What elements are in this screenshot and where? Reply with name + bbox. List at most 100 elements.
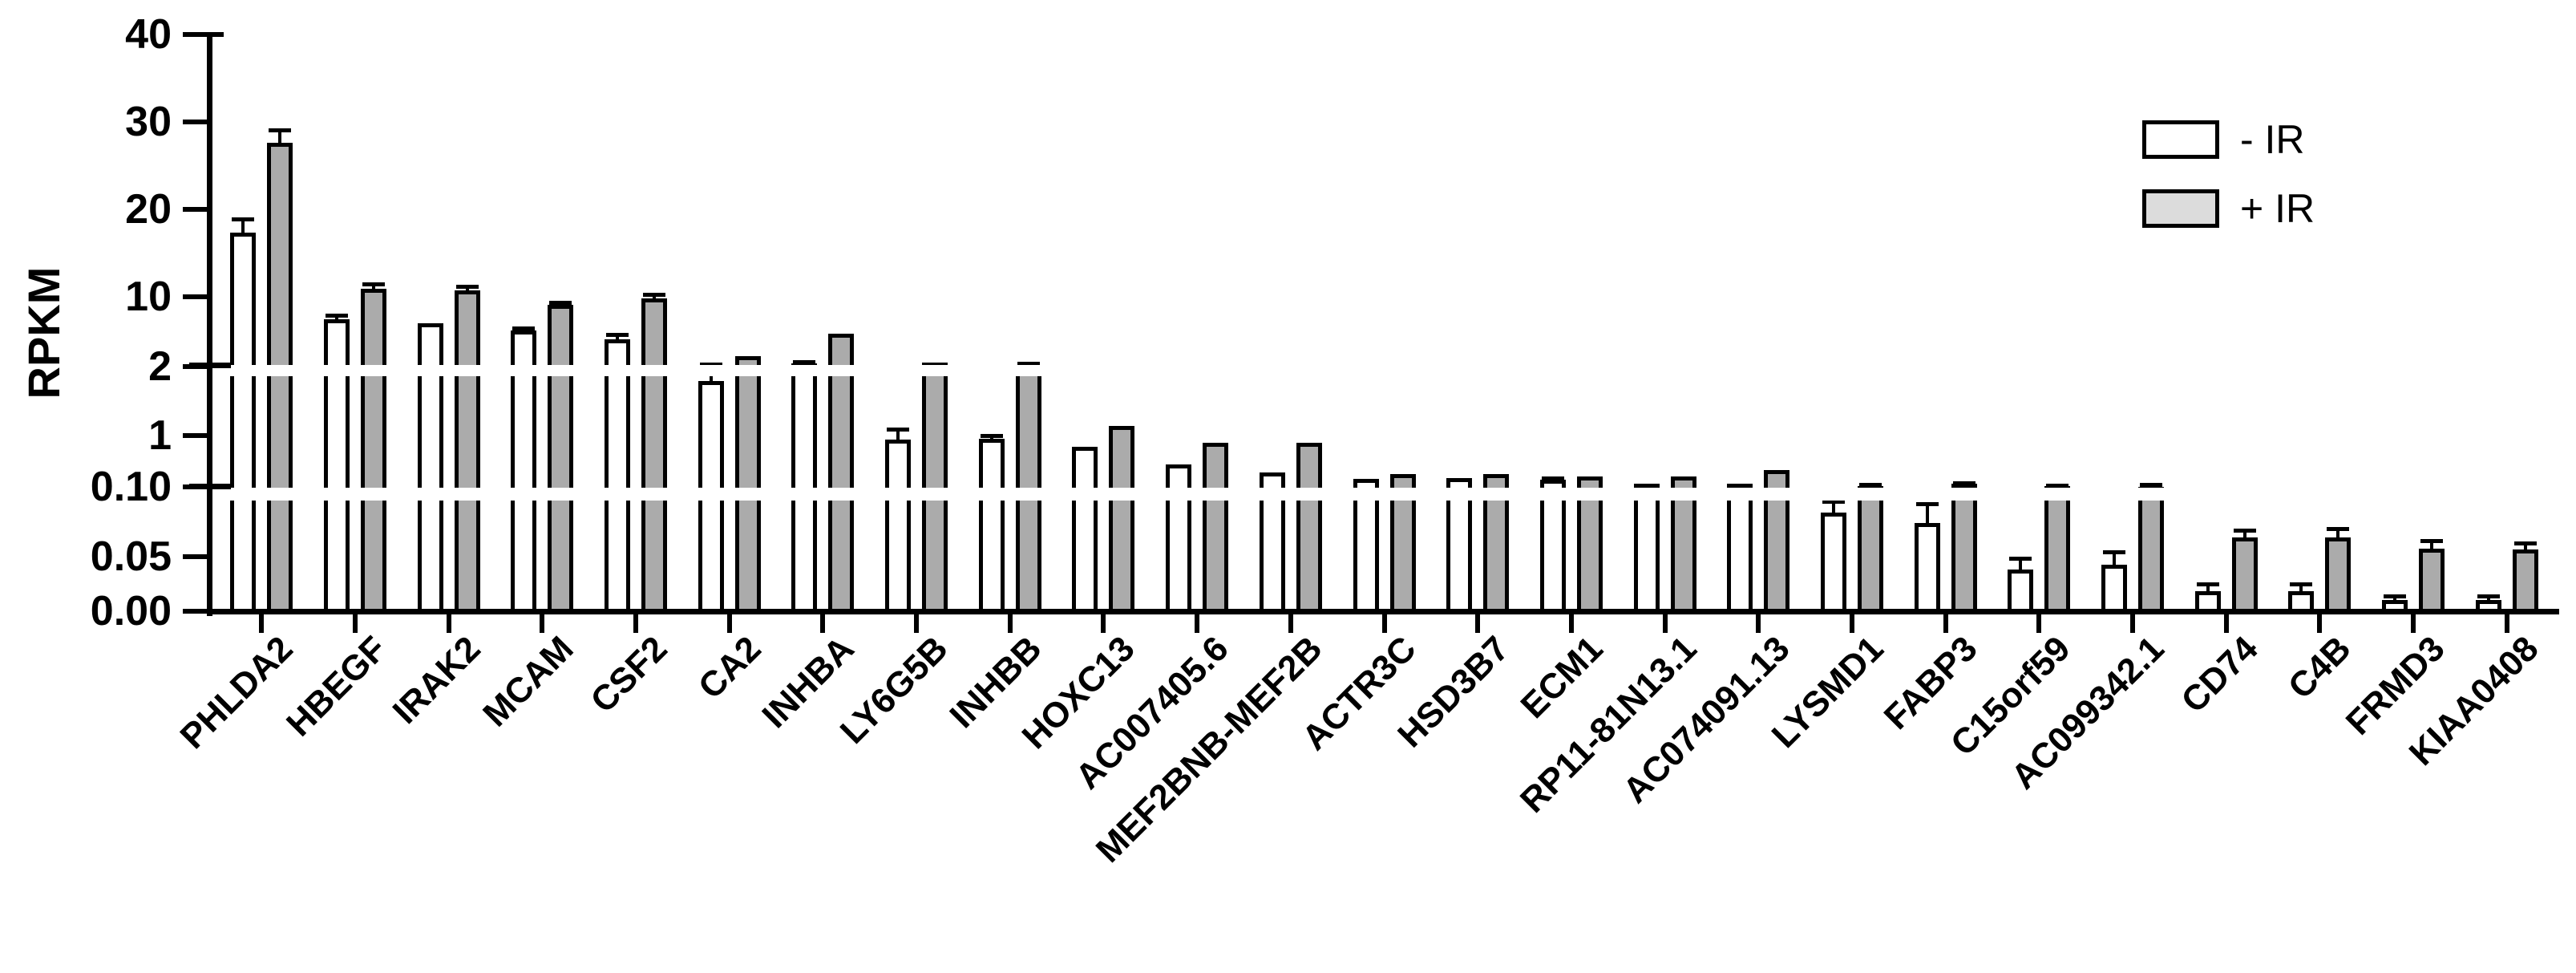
error-bar [2299, 583, 2303, 594]
bar-CSF2-minus-ir [605, 339, 631, 611]
error-bar [616, 334, 620, 342]
error-bar [989, 436, 993, 441]
error-bar [278, 129, 282, 145]
error-bar [2242, 529, 2246, 540]
error-bar [1925, 503, 1929, 525]
x-tick-CD74 [2223, 614, 2229, 633]
bar-INHBB-minus-ir [978, 439, 1005, 611]
x-tick-PHLDA2 [259, 614, 265, 633]
bar-INHBA-plus-ir [828, 333, 855, 611]
y-tick-10 [183, 294, 212, 299]
error-bar [2019, 558, 2023, 571]
y-tick-label: 20 [125, 186, 172, 233]
error-bar-cap [2290, 582, 2313, 586]
x-tick-KIAA0408 [2504, 614, 2509, 633]
error-bar-cap [2327, 527, 2350, 532]
x-tick-AC074091.13 [1756, 614, 1761, 633]
error-bar-cap [512, 326, 536, 331]
x-tick-MEF2BNB-MEF2B [1288, 614, 1293, 633]
bar-HBEGF-minus-ir [324, 319, 350, 611]
y-tick-0.05 [183, 554, 212, 559]
bar-FABP3-minus-ir [1914, 523, 1940, 611]
x-label-PHLDA2: PHLDA2 [172, 629, 301, 757]
error-bar-cap [232, 217, 255, 221]
error-bar-cap [606, 332, 629, 337]
error-bar-cap [455, 284, 479, 289]
bar-FRMD3-plus-ir [2418, 548, 2445, 611]
bar-FRMD3-minus-ir [2381, 600, 2408, 611]
bar-ECM1-minus-ir [1539, 480, 1566, 611]
bar-MEF2BNB-MEF2B-plus-ir [1296, 442, 1322, 611]
x-tick-ECM1 [1568, 614, 1574, 633]
x-tick-ACTR3C [1381, 614, 1387, 633]
x-tick-RP11-81N13.1 [1662, 614, 1668, 633]
error-bar-cap [2233, 528, 2256, 533]
bar-HOXC13-minus-ir [1072, 447, 1098, 611]
bar-PHLDA2-minus-ir [230, 233, 257, 611]
y-axis-title: RPKM [18, 266, 69, 399]
bar-LY6G5B-plus-ir [922, 362, 948, 611]
error-bar-cap [887, 428, 910, 432]
bar-KIAA0408-plus-ir [2512, 549, 2538, 611]
y-tick-40 [183, 32, 224, 37]
error-bar [2486, 595, 2490, 602]
error-bar-cap [1915, 501, 1939, 506]
y-tick-label: 40 [125, 11, 172, 58]
bar-RP11-81N13.1-minus-ir [1633, 483, 1660, 611]
x-tick-LY6G5B [914, 614, 920, 633]
axis-break-band-upper [214, 365, 2561, 376]
error-bar-cap [269, 128, 292, 132]
bar-LYSMD1-plus-ir [1857, 485, 1883, 611]
bar-C15orf59-minus-ir [2008, 569, 2034, 611]
bar-LYSMD1-minus-ir [1820, 512, 1846, 611]
bar-IRAK2-plus-ir [454, 290, 480, 611]
bar-INHBA-minus-ir [791, 363, 818, 611]
bar-C4B-minus-ir [2288, 591, 2315, 611]
x-tick-HBEGF [353, 614, 358, 633]
bar-ACTR3C-minus-ir [1353, 479, 1379, 611]
error-bar-cap [2513, 541, 2537, 546]
x-tick-FRMD3 [2410, 614, 2416, 633]
legend: - IR + IR [2142, 117, 2315, 255]
error-bar [335, 314, 339, 322]
legend-label-plus-ir: + IR [2240, 186, 2315, 231]
x-tick-IRAK2 [446, 614, 451, 633]
y-tick-label: 0.05 [90, 533, 172, 580]
legend-swatch-minus-ir [2142, 120, 2219, 159]
bar-CA2-plus-ir [734, 355, 761, 611]
x-tick-LYSMD1 [1849, 614, 1854, 633]
y-tick-label: 1 [148, 412, 172, 459]
error-bar [653, 294, 657, 300]
x-tick-CA2 [726, 614, 732, 633]
y-axis-line [207, 32, 212, 616]
x-tick-FABP3 [1943, 614, 1948, 633]
error-bar [2429, 541, 2433, 550]
error-bar [896, 429, 900, 442]
axis-break-mark-2 [189, 484, 231, 489]
y-tick-label: 30 [125, 99, 172, 145]
error-bar [2523, 543, 2527, 552]
x-tick-HSD3B7 [1475, 614, 1481, 633]
error-bar [2336, 529, 2340, 540]
error-bar-cap [2046, 483, 2069, 488]
error-bar-cap [2139, 483, 2162, 488]
x-tick-C4B [2317, 614, 2323, 633]
bar-AC099342.1-plus-ir [2137, 487, 2164, 611]
error-bar-cap [549, 300, 572, 305]
error-bar-cap [980, 434, 1003, 439]
y-tick-label: 0.00 [90, 588, 172, 634]
y-tick-label: 10 [125, 274, 172, 320]
x-tick-AC007405.6 [1195, 614, 1200, 633]
x-tick-INHBA [820, 614, 826, 633]
error-bar-cap [793, 360, 816, 364]
error-bar [1831, 501, 1835, 514]
error-bar-cap [1952, 480, 1975, 485]
bar-MCAM-plus-ir [548, 304, 574, 611]
error-bar-cap [1822, 500, 1845, 504]
y-tick-30 [183, 120, 212, 124]
bar-AC007405.6-plus-ir [1203, 443, 1229, 611]
error-bar [2112, 552, 2116, 567]
legend-swatch-plus-ir [2142, 189, 2219, 228]
y-tick-20 [183, 207, 212, 212]
